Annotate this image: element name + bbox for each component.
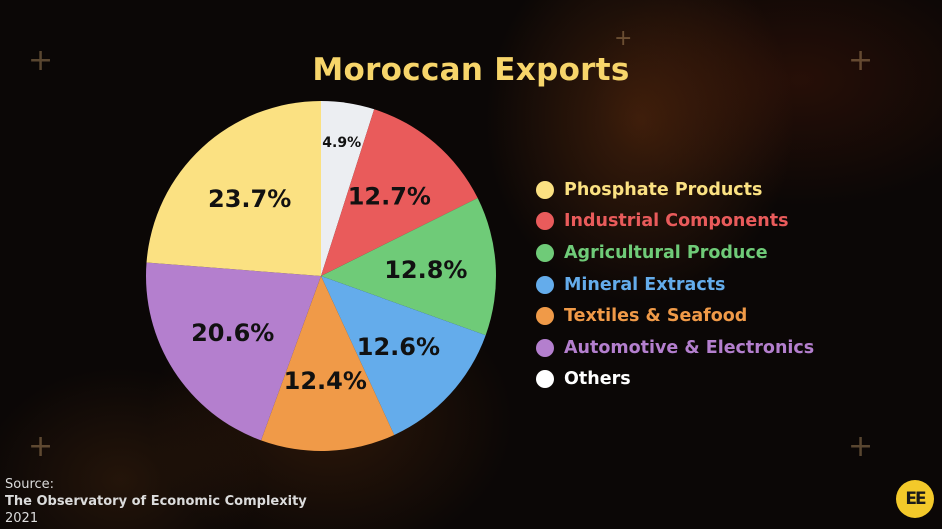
plus-icon: + xyxy=(28,429,54,464)
slice-label-automotive-and-electronics: 20.6% xyxy=(191,319,274,347)
source-name: The Observatory of Economic Complexity xyxy=(5,494,307,509)
source-year: 2021 xyxy=(5,511,39,526)
legend-item-textiles-and-seafood: Textiles & Seafood xyxy=(536,300,836,332)
legend-label: Industrial Components xyxy=(564,211,789,232)
legend-label: Others xyxy=(564,369,631,390)
legend-swatch xyxy=(536,307,554,326)
legend-label: Textiles & Seafood xyxy=(564,306,748,327)
legend-item-industrial-components: Industrial Components xyxy=(536,206,836,238)
source-prefix: Source: xyxy=(5,477,55,492)
legend-item-mineral-extracts: Mineral Extracts xyxy=(536,269,836,301)
pie-slice-mineral-extracts xyxy=(321,276,486,435)
pie-slice-others xyxy=(321,101,375,276)
legend-item-agricultural-produce: Agricultural Produce xyxy=(536,237,836,269)
slice-label-textiles-and-seafood: 12.4% xyxy=(284,367,367,395)
source-note: Source: The Observatory of Economic Comp… xyxy=(5,476,307,527)
legend-label: Mineral Extracts xyxy=(564,274,726,295)
legend-swatch xyxy=(536,180,554,199)
slice-label-others: 4.9% xyxy=(322,135,361,151)
legend-item-automotive-and-electronics: Automotive & Electronics xyxy=(536,332,836,364)
pie-slice-automotive-and-electronics xyxy=(146,262,321,441)
plus-icon: + xyxy=(848,429,874,464)
plus-icon: + xyxy=(848,43,874,78)
pie-slice-agricultural-produce xyxy=(321,198,496,336)
legend-label: Agricultural Produce xyxy=(564,242,768,263)
legend-swatch xyxy=(536,370,554,389)
legend-swatch xyxy=(536,338,554,357)
plus-icon: + xyxy=(614,26,633,51)
plus-icon: + xyxy=(28,43,54,78)
legend-swatch xyxy=(536,212,554,231)
legend-swatch xyxy=(536,243,554,262)
chart-title: Moroccan Exports xyxy=(312,52,630,88)
legend-swatch xyxy=(536,275,554,294)
legend: Phosphate Products Industrial Components A… xyxy=(536,174,836,395)
legend-item-others: Others xyxy=(536,364,836,396)
legend-label: Phosphate Products xyxy=(564,179,763,200)
slice-label-agricultural-produce: 12.8% xyxy=(384,256,467,284)
legend-label: Automotive & Electronics xyxy=(564,337,815,358)
legend-item-phosphate-products: Phosphate Products xyxy=(536,174,836,206)
slice-label-mineral-extracts: 12.6% xyxy=(357,333,440,361)
slice-label-industrial-components: 12.7% xyxy=(348,182,431,210)
channel-logo: EE xyxy=(896,480,934,518)
slice-label-phosphate-products: 23.7% xyxy=(208,185,291,213)
pie-slice-industrial-components xyxy=(321,109,478,276)
pie-slice-textiles-and-seafood xyxy=(261,276,395,451)
pie-slice-phosphate-products xyxy=(146,101,321,276)
